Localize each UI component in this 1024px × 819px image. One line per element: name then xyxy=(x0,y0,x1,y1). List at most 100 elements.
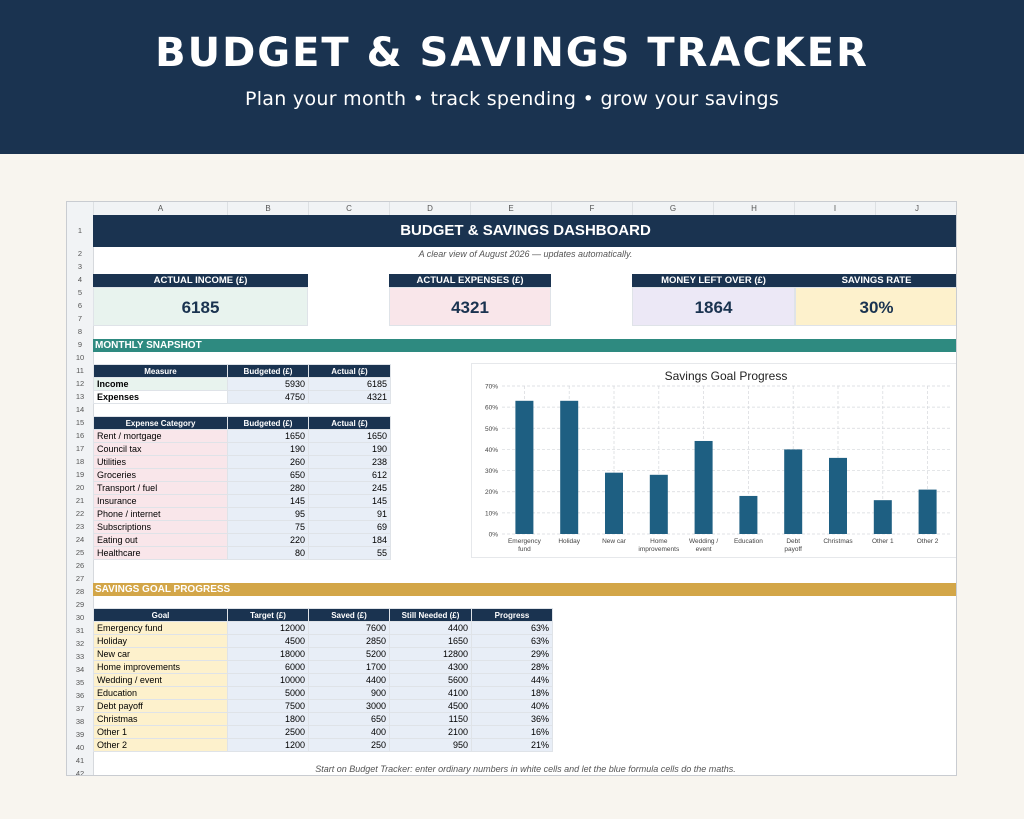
progress-cell[interactable]: 63% xyxy=(471,634,553,648)
actual-cell[interactable]: 612 xyxy=(308,468,391,482)
category-cell[interactable]: Council tax xyxy=(93,442,228,456)
saved-cell[interactable]: 250 xyxy=(308,738,390,752)
actual-cell[interactable]: 1650 xyxy=(308,429,391,443)
goal-cell[interactable]: Emergency fund xyxy=(93,621,228,635)
saved-cell[interactable]: 5200 xyxy=(308,647,390,661)
category-cell[interactable]: Phone / internet xyxy=(93,507,228,521)
budgeted-cell[interactable]: 80 xyxy=(227,546,309,560)
saved-cell[interactable]: 7600 xyxy=(308,621,390,635)
column-header-d[interactable]: D xyxy=(389,202,470,215)
budgeted-cell[interactable]: 280 xyxy=(227,481,309,495)
goal-cell[interactable]: Debt payoff xyxy=(93,699,228,713)
budgeted-cell[interactable]: 95 xyxy=(227,507,309,521)
goal-cell[interactable]: Other 1 xyxy=(93,725,228,739)
row-header[interactable]: 35 xyxy=(75,678,85,687)
row-header[interactable]: 17 xyxy=(75,444,85,453)
row-header[interactable]: 39 xyxy=(75,730,85,739)
budgeted-cell[interactable]: 220 xyxy=(227,533,309,547)
still-needed-cell[interactable]: 2100 xyxy=(389,725,472,739)
row-header[interactable]: 23 xyxy=(75,522,85,531)
progress-cell[interactable]: 40% xyxy=(471,699,553,713)
kpi-expenses-value[interactable]: 4321 xyxy=(389,287,551,326)
goal-cell[interactable]: New car xyxy=(93,647,228,661)
saved-cell[interactable]: 2850 xyxy=(308,634,390,648)
budgeted-cell[interactable]: 75 xyxy=(227,520,309,534)
target-cell[interactable]: 1200 xyxy=(227,738,309,752)
row-header[interactable]: 32 xyxy=(75,639,85,648)
category-cell[interactable]: Rent / mortgage xyxy=(93,429,228,443)
column-header-f[interactable]: F xyxy=(551,202,632,215)
progress-cell[interactable]: 63% xyxy=(471,621,553,635)
progress-cell[interactable]: 16% xyxy=(471,725,553,739)
actual-cell[interactable]: 145 xyxy=(308,494,391,508)
measure-cell[interactable]: Expenses xyxy=(93,390,228,404)
saved-cell[interactable]: 650 xyxy=(308,712,390,726)
row-header[interactable]: 37 xyxy=(75,704,85,713)
row-header[interactable]: 27 xyxy=(75,574,85,583)
target-cell[interactable]: 5000 xyxy=(227,686,309,700)
goal-cell[interactable]: Education xyxy=(93,686,228,700)
row-header[interactable]: 25 xyxy=(75,548,85,557)
target-cell[interactable]: 2500 xyxy=(227,725,309,739)
progress-cell[interactable]: 28% xyxy=(471,660,553,674)
row-header[interactable]: 6 xyxy=(77,301,83,310)
category-cell[interactable]: Healthcare xyxy=(93,546,228,560)
goal-cell[interactable]: Other 2 xyxy=(93,738,228,752)
goal-cell[interactable]: Holiday xyxy=(93,634,228,648)
budgeted-cell[interactable]: 190 xyxy=(227,442,309,456)
row-header[interactable]: 12 xyxy=(75,379,85,388)
actual-cell[interactable]: 245 xyxy=(308,481,391,495)
budgeted-cell[interactable]: 260 xyxy=(227,455,309,469)
target-cell[interactable]: 18000 xyxy=(227,647,309,661)
saved-cell[interactable]: 4400 xyxy=(308,673,390,687)
goal-cell[interactable]: Christmas xyxy=(93,712,228,726)
category-cell[interactable]: Transport / fuel xyxy=(93,481,228,495)
saved-cell[interactable]: 900 xyxy=(308,686,390,700)
actual-cell[interactable]: 6185 xyxy=(308,377,391,391)
column-header-b[interactable]: B xyxy=(227,202,308,215)
actual-cell[interactable]: 184 xyxy=(308,533,391,547)
spreadsheet[interactable]: A B C D E F G H I J 1 2 3 4 5 6 7 8 9 10 11 12 13 14 1… xyxy=(66,201,957,776)
budgeted-cell[interactable]: 1650 xyxy=(227,429,309,443)
goal-cell[interactable]: Wedding / event xyxy=(93,673,228,687)
still-needed-cell[interactable]: 4500 xyxy=(389,699,472,713)
column-header-c[interactable]: C xyxy=(308,202,389,215)
row-header[interactable]: 31 xyxy=(75,626,85,635)
still-needed-cell[interactable]: 4400 xyxy=(389,621,472,635)
category-cell[interactable]: Subscriptions xyxy=(93,520,228,534)
actual-cell[interactable]: 91 xyxy=(308,507,391,521)
budgeted-cell[interactable]: 4750 xyxy=(227,390,309,404)
row-header[interactable]: 9 xyxy=(77,340,83,349)
row-header[interactable]: 3 xyxy=(77,262,83,271)
kpi-leftover-value[interactable]: 1864 xyxy=(632,287,795,326)
budgeted-cell[interactable]: 650 xyxy=(227,468,309,482)
row-header[interactable]: 41 xyxy=(75,756,85,765)
target-cell[interactable]: 10000 xyxy=(227,673,309,687)
row-header[interactable]: 16 xyxy=(75,431,85,440)
progress-cell[interactable]: 36% xyxy=(471,712,553,726)
progress-cell[interactable]: 44% xyxy=(471,673,553,687)
row-header[interactable]: 28 xyxy=(75,587,85,596)
measure-cell[interactable]: Income xyxy=(93,377,228,391)
progress-cell[interactable]: 21% xyxy=(471,738,553,752)
row-header[interactable]: 29 xyxy=(75,600,85,609)
row-header[interactable]: 4 xyxy=(77,275,83,284)
goal-cell[interactable]: Home improvements xyxy=(93,660,228,674)
saved-cell[interactable]: 400 xyxy=(308,725,390,739)
row-header[interactable]: 1 xyxy=(77,226,83,235)
target-cell[interactable]: 12000 xyxy=(227,621,309,635)
row-header[interactable]: 8 xyxy=(77,327,83,336)
column-header-j[interactable]: J xyxy=(875,202,956,215)
row-header[interactable]: 5 xyxy=(77,288,83,297)
row-header[interactable]: 19 xyxy=(75,470,85,479)
budgeted-cell[interactable]: 145 xyxy=(227,494,309,508)
row-header[interactable]: 15 xyxy=(75,418,85,427)
row-header[interactable]: 24 xyxy=(75,535,85,544)
still-needed-cell[interactable]: 12800 xyxy=(389,647,472,661)
row-header[interactable]: 40 xyxy=(75,743,85,752)
column-header-a[interactable]: A xyxy=(93,202,227,215)
row-header[interactable]: 14 xyxy=(75,405,85,414)
still-needed-cell[interactable]: 4300 xyxy=(389,660,472,674)
actual-cell[interactable]: 69 xyxy=(308,520,391,534)
target-cell[interactable]: 7500 xyxy=(227,699,309,713)
